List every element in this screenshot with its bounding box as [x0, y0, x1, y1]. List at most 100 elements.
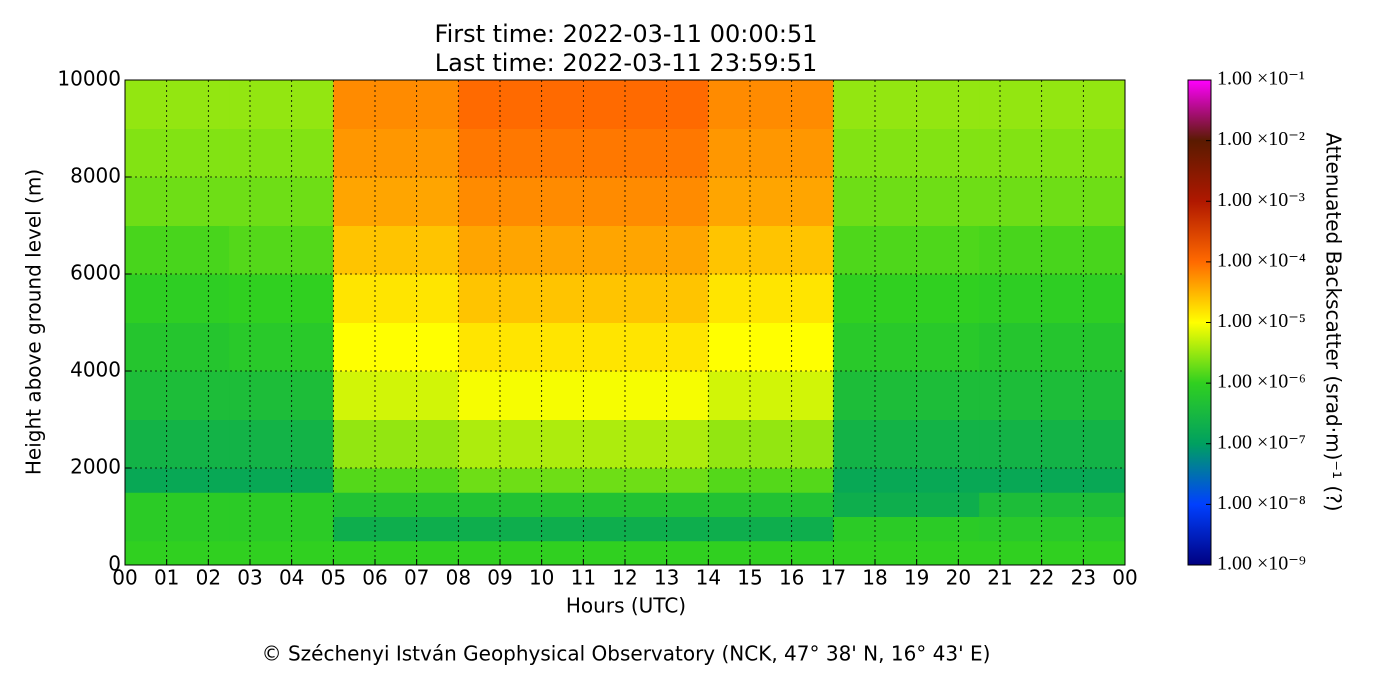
heatmap-cell [229, 80, 334, 129]
heatmap-cell [333, 371, 459, 420]
chart-title: First time: 2022-03-11 00:00:51 [435, 20, 818, 48]
heatmap-cell [458, 225, 584, 275]
colorbar-tick-label: 1.00 ×10⁻⁷ [1217, 431, 1306, 453]
heatmap-cell [833, 225, 980, 275]
heatmap-cell [458, 371, 584, 420]
x-tick-label: 19 [904, 566, 929, 590]
heatmap-cell [125, 322, 230, 372]
colorbar-tick-label: 1.00 ×10⁻⁴ [1217, 249, 1306, 271]
heatmap-cell [708, 274, 834, 323]
heatmap-cell [458, 274, 584, 323]
x-tick-label: 04 [279, 566, 304, 590]
heatmap-cell [583, 468, 709, 493]
heatmap-cell [979, 177, 1126, 226]
y-tick-label: 8000 [70, 164, 121, 188]
x-tick-label: 07 [404, 566, 429, 590]
colorbar-tick-label: 1.00 ×10⁻² [1217, 128, 1305, 150]
heatmap-cell [229, 468, 334, 493]
colorbar: 1.00 ×10⁻⁹ 1.00 ×10⁻⁸ 1.00 ×10⁻⁷ 1.00 ×10⁻⁶… [1187, 68, 1306, 575]
heatmap-cell [979, 322, 1126, 372]
x-tick-label: 08 [446, 566, 471, 590]
heatmap-cell [229, 322, 334, 372]
heatmap-cell [458, 177, 584, 226]
heatmap-cell [333, 540, 459, 566]
heatmap-cell [583, 225, 709, 275]
y-tick-label: 6000 [70, 261, 121, 285]
heatmap-cell [583, 371, 709, 420]
heatmap-cell [333, 419, 459, 469]
x-tick-label: 00 [112, 566, 137, 590]
heatmap-cell [229, 492, 334, 517]
x-tick-label: 16 [779, 566, 804, 590]
heatmap-cell [458, 128, 584, 178]
x-axis-label: Hours (UTC) [566, 594, 686, 618]
heatmap-cell [833, 492, 980, 517]
footer: © Széchenyi István Geophysical Observato… [262, 642, 991, 666]
heatmap-cell [125, 540, 230, 566]
colorbar-tick-label: 1.00 ×10⁻⁸ [1217, 492, 1306, 514]
colorbar-tick-label: 1.00 ×10⁻⁵ [1217, 310, 1306, 332]
x-tick-label: 02 [196, 566, 221, 590]
heatmap-cell [833, 419, 980, 469]
heatmap-cell [979, 492, 1126, 517]
x-tick-label: 21 [987, 566, 1012, 590]
x-tick-label: 14 [696, 566, 721, 590]
heatmap-cell [125, 371, 230, 420]
y-tick-label: 2000 [70, 455, 121, 479]
heatmap-cell [708, 225, 834, 275]
y-tick-label: 4000 [70, 358, 121, 382]
x-tick-label: 03 [237, 566, 262, 590]
heatmap-cell [708, 516, 834, 542]
x-tick-label: 09 [487, 566, 512, 590]
heatmap-cell [708, 540, 834, 566]
heatmap-cell [583, 128, 709, 178]
heatmap-cell [979, 80, 1126, 129]
heatmap-cell [458, 492, 584, 517]
heatmap-cell [229, 177, 334, 226]
heatmap-cell [583, 80, 709, 129]
heatmap-cell [833, 274, 980, 323]
heatmap-cell [583, 492, 709, 517]
heatmap-cell [833, 540, 980, 566]
heatmap-cell [458, 540, 584, 566]
heatmap-cell [979, 371, 1126, 420]
x-tick-label: 10 [529, 566, 554, 590]
heatmap-cell [333, 128, 459, 178]
heatmap-cell [229, 540, 334, 566]
heatmap-cell [708, 419, 834, 469]
heatmap-cell [708, 468, 834, 493]
x-tick-label: 01 [154, 566, 179, 590]
heatmap-cell [979, 128, 1126, 178]
y-tick-label: 0 [108, 552, 121, 576]
colorbar-tick-label: 1.00 ×10⁻⁶ [1217, 371, 1306, 393]
heatmap-cell [458, 468, 584, 493]
heatmap-cell [833, 128, 980, 178]
heatmap-cell [708, 80, 834, 129]
x-tick-label: 06 [362, 566, 387, 590]
heatmap-cell [333, 225, 459, 275]
heatmap-cell [333, 322, 459, 372]
heatmap-cell [583, 540, 709, 566]
colorbar-tick-label: 1.00 ×10⁻⁹ [1217, 553, 1306, 575]
heatmap-cell [979, 468, 1126, 493]
colorbar-label: Attenuated Backscatter (srad·m)⁻¹ (?) [1322, 132, 1346, 511]
heatmap-cell [583, 516, 709, 542]
heatmap-cell [979, 419, 1126, 469]
heatmap-cell [229, 274, 334, 323]
heatmap-cell [458, 322, 584, 372]
heatmap-cell [708, 371, 834, 420]
heatmap-cell [333, 468, 459, 493]
heatmap-cell [229, 128, 334, 178]
heatmap-cell [458, 80, 584, 129]
heatmap-cell [708, 492, 834, 517]
x-tick-label: 13 [654, 566, 679, 590]
x-tick-label: 00 [1112, 566, 1137, 590]
heatmap-cell [333, 516, 459, 542]
x-tick-label: 20 [946, 566, 971, 590]
heatmap-cell [125, 80, 230, 129]
heatmap-cell [708, 322, 834, 372]
x-tick-label: 23 [1071, 566, 1096, 590]
heatmap-cell [583, 419, 709, 469]
plot-frame [124, 79, 1126, 566]
